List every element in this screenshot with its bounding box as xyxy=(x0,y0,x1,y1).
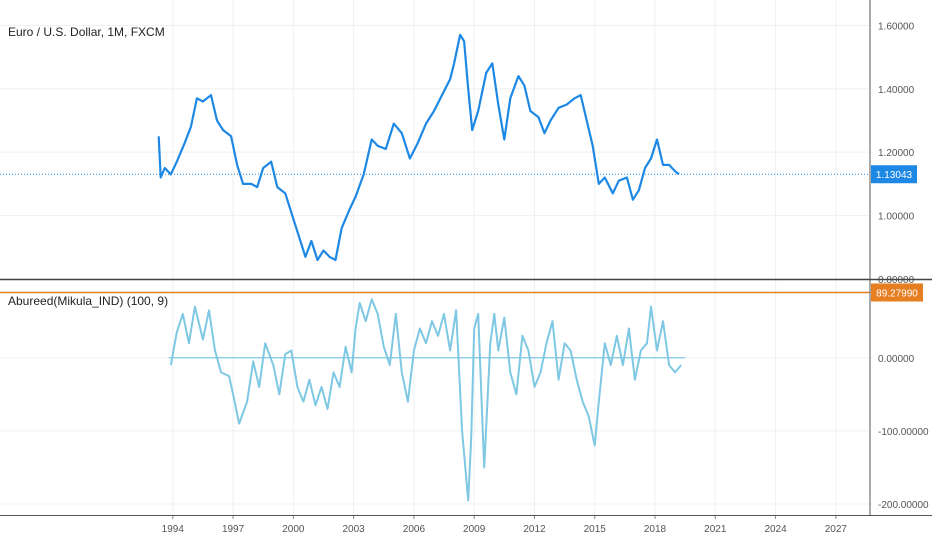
x-tick-label: 2021 xyxy=(704,524,727,535)
x-tick-label: 2012 xyxy=(523,524,546,535)
indicator-line xyxy=(169,298,682,502)
indicator-y-tick-label: -100.00000 xyxy=(878,427,929,438)
upper-level-badge xyxy=(871,283,923,302)
x-tick-label: 2009 xyxy=(463,524,486,535)
indicator-y-tick-label: -200.00000 xyxy=(878,500,929,511)
x-tick-label: 2000 xyxy=(282,524,305,535)
indicator-y-axis[interactable]: 0.00000 -100.00000 -200.00000 89.27990 xyxy=(871,283,929,511)
price-y-tick-label: 1.40000 xyxy=(878,85,915,96)
last-price-badge xyxy=(871,165,917,184)
grid xyxy=(0,0,870,515)
price-line xyxy=(157,33,680,262)
price-y-axis[interactable]: 1.60000 1.40000 1.20000 1.00000 0.80000 1.130… xyxy=(871,21,917,286)
x-tick-label: 2003 xyxy=(343,524,366,535)
x-tick-label: 1997 xyxy=(222,524,245,535)
x-tick-label: 2024 xyxy=(764,524,787,535)
price-chart-title: Euro / U.S. Dollar, 1M, FXCM xyxy=(8,25,165,39)
indicator-title: Abureed(Mikula_IND) (100, 9) xyxy=(8,294,169,308)
time-x-axis[interactable]: 1994 1997 2000 2003 2006 2009 2012 2015 2018 2021… xyxy=(162,515,848,535)
price-y-tick-label: 1.20000 xyxy=(878,148,915,159)
price-pane[interactable] xyxy=(0,33,870,262)
indicator-y-tick-label: 0.00000 xyxy=(878,354,915,365)
price-y-tick-label: 0.80000 xyxy=(878,275,915,286)
x-tick-label: 2015 xyxy=(584,524,607,535)
x-tick-label: 2027 xyxy=(825,524,848,535)
x-tick-label: 1994 xyxy=(162,524,185,535)
x-tick-label: 2018 xyxy=(644,524,667,535)
price-y-tick-label: 1.60000 xyxy=(878,21,915,32)
price-y-tick-label: 1.00000 xyxy=(878,212,915,223)
last-price-label: 1.13043 xyxy=(876,170,913,181)
x-tick-label: 2006 xyxy=(403,524,426,535)
upper-level-label: 89.27990 xyxy=(876,288,918,299)
pane-frame xyxy=(0,0,932,516)
indicator-pane[interactable] xyxy=(0,291,870,502)
